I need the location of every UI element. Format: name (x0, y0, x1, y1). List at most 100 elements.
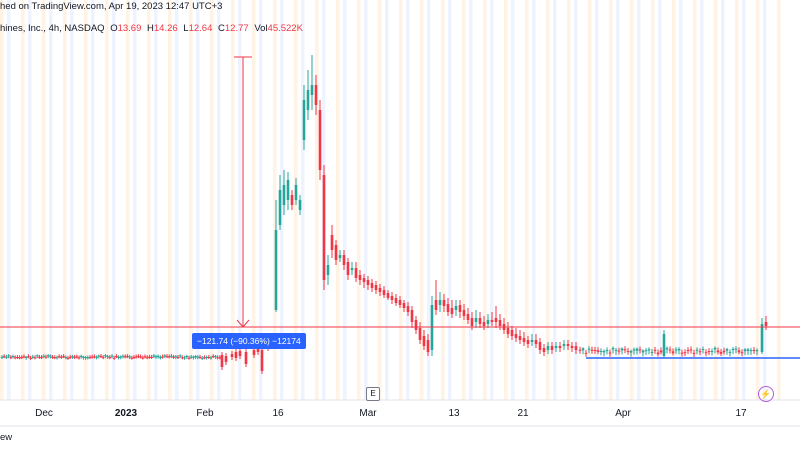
session-band (441, 0, 445, 400)
candle (514, 334, 518, 338)
session-band (476, 0, 480, 400)
x-tick-17: 17 (735, 408, 747, 419)
candle (49, 355, 52, 357)
volume-label: Vol (254, 23, 268, 34)
candle (599, 350, 603, 352)
candle (510, 330, 514, 336)
candle (674, 349, 678, 351)
session-band (126, 0, 130, 400)
x-tick-feb: Feb (196, 408, 214, 419)
candle (134, 356, 138, 358)
session-band (504, 0, 508, 400)
candle (198, 356, 202, 358)
candle (68, 356, 72, 358)
session-band (378, 0, 382, 400)
candle (244, 352, 248, 364)
candle (716, 350, 720, 353)
candle (506, 328, 510, 334)
candle (656, 352, 660, 355)
candle (0, 356, 4, 358)
candle (176, 357, 180, 359)
candle (194, 356, 197, 358)
session-band (525, 0, 529, 400)
x-tick-mar: Mar (359, 408, 377, 419)
candle (141, 357, 145, 359)
candle (170, 355, 173, 357)
candle (35, 355, 39, 357)
session-band (7, 0, 11, 400)
candle (183, 357, 186, 359)
session-band (623, 0, 627, 400)
candle (20, 357, 24, 359)
candle (42, 355, 46, 357)
session-band (49, 0, 53, 400)
candle (494, 318, 498, 322)
session-band (700, 0, 704, 400)
candle (478, 318, 482, 324)
candle (614, 349, 618, 351)
candle (350, 268, 354, 270)
candle (220, 355, 224, 367)
candle (671, 351, 675, 354)
candle (719, 352, 723, 354)
earnings-marker[interactable]: E (366, 387, 380, 401)
x-tick-16: 16 (272, 408, 284, 419)
candle (402, 303, 406, 308)
session-band (252, 0, 256, 400)
candle (214, 355, 217, 357)
x-tick-21: 21 (517, 408, 529, 419)
session-band (273, 0, 277, 400)
candle (148, 356, 151, 358)
candle (172, 356, 175, 358)
candle (57, 356, 61, 358)
candle (662, 334, 666, 356)
candle (722, 350, 726, 353)
session-band (98, 0, 102, 400)
session-band (343, 0, 347, 400)
session-band (756, 0, 760, 400)
session-band (609, 0, 613, 400)
candle (522, 338, 526, 342)
candle (692, 352, 696, 354)
session-band (231, 0, 235, 400)
session-band (203, 0, 207, 400)
candle (486, 320, 490, 324)
candle (130, 357, 134, 359)
candle (192, 356, 195, 358)
session-band (497, 0, 501, 400)
session-band (315, 0, 319, 400)
candle (108, 357, 112, 359)
lightning-icon[interactable]: ⚡ (758, 386, 774, 402)
candle (370, 283, 374, 288)
candle (587, 348, 591, 350)
candle (106, 356, 109, 358)
candle (60, 356, 63, 358)
candle (154, 356, 158, 358)
candle (218, 357, 222, 359)
session-band (175, 0, 179, 400)
candle (620, 348, 624, 351)
candle (647, 349, 651, 351)
candle (152, 355, 156, 357)
candle (298, 200, 302, 210)
session-band (350, 0, 354, 400)
session-band (469, 0, 473, 400)
candle (11, 356, 15, 358)
high-value: 14.26 (153, 23, 178, 34)
candle (626, 350, 630, 352)
candle (474, 318, 478, 322)
measure-label[interactable]: −121.74 (−90.36%) −12174 (192, 333, 306, 349)
session-band (707, 0, 711, 400)
candle (38, 356, 41, 358)
close-value: 12.77 (224, 23, 249, 34)
candle (623, 349, 627, 351)
candle (174, 356, 178, 358)
candle (677, 348, 681, 351)
candle (143, 356, 147, 358)
candle (189, 356, 193, 358)
measure-tool[interactable] (234, 56, 252, 328)
candle (209, 357, 213, 359)
candle (695, 349, 699, 351)
